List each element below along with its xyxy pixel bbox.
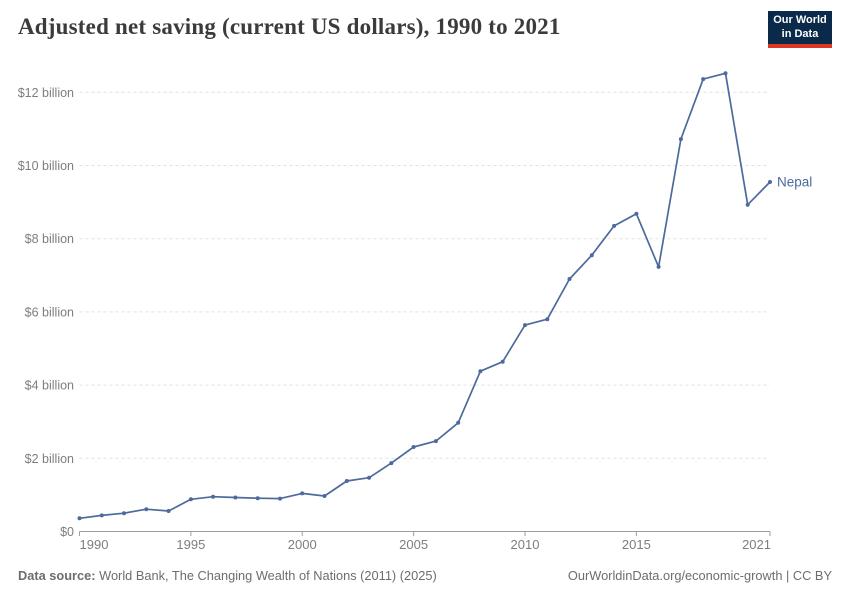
x-axis-tick-label: 2015 [622, 537, 651, 552]
data-source-text: World Bank, The Changing Wealth of Natio… [99, 568, 437, 583]
data-point[interactable] [367, 475, 372, 480]
data-point[interactable] [678, 137, 683, 142]
data-source-note: Data source: World Bank, The Changing We… [18, 568, 437, 583]
y-axis-tick-label: $8 billion [25, 232, 74, 246]
data-point[interactable] [389, 461, 394, 466]
x-axis-tick-label: 2010 [511, 537, 540, 552]
owid-logo-line1: Our World [773, 13, 827, 26]
data-point[interactable] [768, 180, 772, 184]
series-line[interactable] [78, 72, 771, 520]
data-point[interactable] [322, 494, 327, 498]
y-axis-tick-label: $12 billion [18, 86, 74, 100]
x-axis-tick-label: 2005 [399, 537, 428, 552]
owid-logo-line2: in Data [781, 27, 819, 40]
y-axis-tick-label: $0 [60, 525, 74, 539]
data-point[interactable] [567, 277, 572, 281]
data-point[interactable] [634, 211, 639, 216]
x-axis-tick-label: 2000 [288, 537, 317, 552]
data-point[interactable] [656, 264, 661, 269]
y-axis-tick-label: $6 billion [25, 305, 74, 319]
x-axis-tick-label: 2021 [742, 537, 771, 552]
data-point[interactable] [166, 509, 171, 513]
data-point[interactable] [411, 445, 416, 449]
data-source-label: Data source: [18, 568, 96, 583]
x-axis [79, 531, 771, 536]
series-nepal[interactable] [77, 71, 773, 521]
data-point[interactable] [300, 491, 305, 496]
x-axis-tick-label: 1995 [176, 537, 205, 552]
data-point[interactable] [77, 516, 82, 521]
data-point[interactable] [545, 317, 550, 322]
chart-footer: Data source: World Bank, The Changing We… [18, 568, 832, 583]
data-point[interactable] [523, 323, 527, 328]
data-point[interactable] [99, 513, 104, 518]
data-point[interactable] [122, 511, 126, 516]
x-axis-tick-label: 1990 [80, 537, 109, 552]
data-point[interactable] [211, 494, 216, 499]
data-point[interactable] [612, 223, 617, 228]
y-axis-tick-label: $4 billion [25, 379, 74, 393]
owid-logo[interactable]: Our World in Data [768, 11, 832, 48]
data-point[interactable] [144, 507, 149, 512]
page-title: Adjusted net saving (current US dollars)… [18, 14, 561, 39]
data-point[interactable] [500, 359, 505, 364]
x-axis-labels: 1990 1995 2000 2005 2010 2015 2021 [80, 537, 772, 552]
y-axis-tick-label: $2 billion [25, 452, 74, 466]
series-end-label[interactable]: Nepal [777, 174, 812, 189]
data-point[interactable] [188, 497, 193, 502]
y-axis-labels: $0 $2 billion $4 billion $6 billion $8 billi… [18, 86, 74, 539]
data-point[interactable] [723, 71, 728, 76]
y-axis-tick-label: $10 billion [18, 159, 74, 173]
data-point[interactable] [745, 202, 750, 207]
data-point[interactable] [433, 439, 438, 444]
data-point[interactable] [278, 496, 282, 501]
data-point[interactable] [456, 420, 461, 425]
data-point[interactable] [344, 479, 349, 483]
data-point[interactable] [478, 369, 483, 374]
data-point[interactable] [701, 77, 706, 82]
credit-link[interactable]: OurWorldinData.org/economic-growth | CC … [567, 568, 832, 583]
data-point[interactable] [589, 253, 594, 258]
y-gridlines [79, 91, 770, 459]
data-point[interactable] [233, 495, 238, 500]
data-point[interactable] [255, 496, 260, 501]
